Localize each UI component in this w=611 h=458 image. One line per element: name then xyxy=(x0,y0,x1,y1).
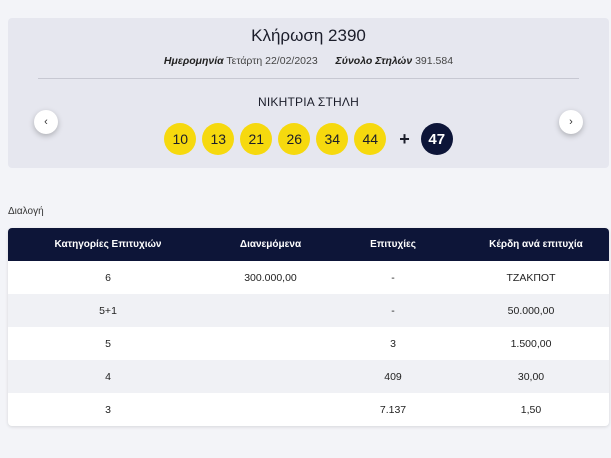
winners-cell: 7.137 xyxy=(379,403,407,416)
number-ball: 26 xyxy=(278,123,311,155)
plus-sign: + xyxy=(399,128,410,149)
winners-cell: - xyxy=(391,304,395,317)
header-distributed: Διανεμόμενα xyxy=(239,239,302,250)
winners-cell: - xyxy=(391,271,395,284)
prize-cell: 50.000,00 xyxy=(507,304,555,317)
number-ball: 10 xyxy=(164,123,197,155)
category-cell: 4 xyxy=(105,370,111,383)
divider xyxy=(38,78,579,79)
table-header: Κατηγορίες Επιτυχιών Διανεμόμενα Επιτυχί… xyxy=(8,228,609,261)
number-ball: 13 xyxy=(202,123,235,155)
prize-cell: 1.500,00 xyxy=(510,337,552,350)
number-ball: 21 xyxy=(240,123,273,155)
header-categories: Κατηγορίες Επιτυχιών xyxy=(54,239,162,250)
section-label: Διαλογή xyxy=(8,206,44,217)
winners-cell: 409 xyxy=(384,370,402,383)
category-cell: 5+1 xyxy=(99,304,117,317)
header-winners: Επιτυχίες xyxy=(370,239,416,250)
header-prize: Κέρδη ανά επιτυχία xyxy=(489,239,583,250)
winning-numbers: 10 13 21 26 34 44 + 47 xyxy=(8,122,609,156)
prize-cell: ΤΖΑΚΠΟΤ xyxy=(506,271,556,284)
draw-meta: Ημερομηνία Τετάρτη 22/02/2023 Σύνολο Στη… xyxy=(8,55,609,67)
columns-label: Σύνολο Στηλών xyxy=(335,55,413,67)
draw-title: Κλήρωση 2390 xyxy=(251,26,366,45)
table-row: 4 409 30,00 xyxy=(8,360,609,393)
number-ball: 34 xyxy=(316,123,349,155)
columns-value: 391.584 xyxy=(415,55,454,67)
table-row: 5 3 1.500,00 xyxy=(8,327,609,360)
chevron-right-icon: › xyxy=(569,116,573,128)
prize-cell: 1,50 xyxy=(520,403,542,416)
winners-cell: 3 xyxy=(390,337,396,350)
date-value: Τετάρτη 22/02/2023 xyxy=(226,55,318,67)
previous-draw-button[interactable]: ‹ xyxy=(34,110,58,134)
category-cell: 6 xyxy=(105,271,111,284)
number-ball: 44 xyxy=(354,123,387,155)
date-label: Ημερομηνία xyxy=(163,55,224,67)
winning-title: ΝΙΚΗΤΡΙΑ ΣΤΗΛΗ xyxy=(258,95,359,109)
table-row: 6 300.000,00 - ΤΖΑΚΠΟΤ xyxy=(8,261,609,294)
table-row: 3 7.137 1,50 xyxy=(8,393,609,426)
next-draw-button[interactable]: › xyxy=(559,110,583,134)
distributed-cell: 300.000,00 xyxy=(244,271,297,284)
chevron-left-icon: ‹ xyxy=(44,116,48,128)
category-cell: 5 xyxy=(105,337,111,350)
joker-ball: 47 xyxy=(420,123,453,155)
draw-card: Κλήρωση 2390 Ημερομηνία Τετάρτη 22/02/20… xyxy=(8,18,609,168)
table-row: 5+1 - 50.000,00 xyxy=(8,294,609,327)
prize-table: Κατηγορίες Επιτυχιών Διανεμόμενα Επιτυχί… xyxy=(8,228,609,426)
category-cell: 3 xyxy=(105,403,111,416)
prize-cell: 30,00 xyxy=(517,370,545,383)
